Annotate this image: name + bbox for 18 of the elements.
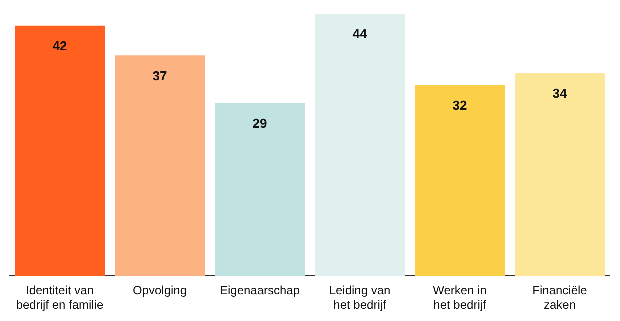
data-label: 29 <box>252 116 268 131</box>
bar <box>315 14 405 276</box>
bar <box>215 103 305 276</box>
data-label: 37 <box>152 68 168 84</box>
x-tick-label: Financiële zaken <box>532 284 588 312</box>
x-tick-label: Werken in het bedrijf <box>433 284 488 312</box>
data-label: 42 <box>52 38 68 54</box>
x-tick-label: Leiding van het bedrijf <box>329 284 391 312</box>
x-tick-label: Opvolging <box>132 284 188 298</box>
x-tick-label: Eigenaarschap <box>220 284 300 298</box>
x-tick-label: Identiteit van bedrijf en familie <box>16 284 104 312</box>
bar <box>115 56 205 276</box>
data-label: 44 <box>352 26 368 42</box>
data-label: 32 <box>452 98 468 114</box>
bar <box>415 85 505 276</box>
bar <box>515 74 605 276</box>
bar <box>15 26 105 276</box>
data-label: 34 <box>552 86 568 102</box>
